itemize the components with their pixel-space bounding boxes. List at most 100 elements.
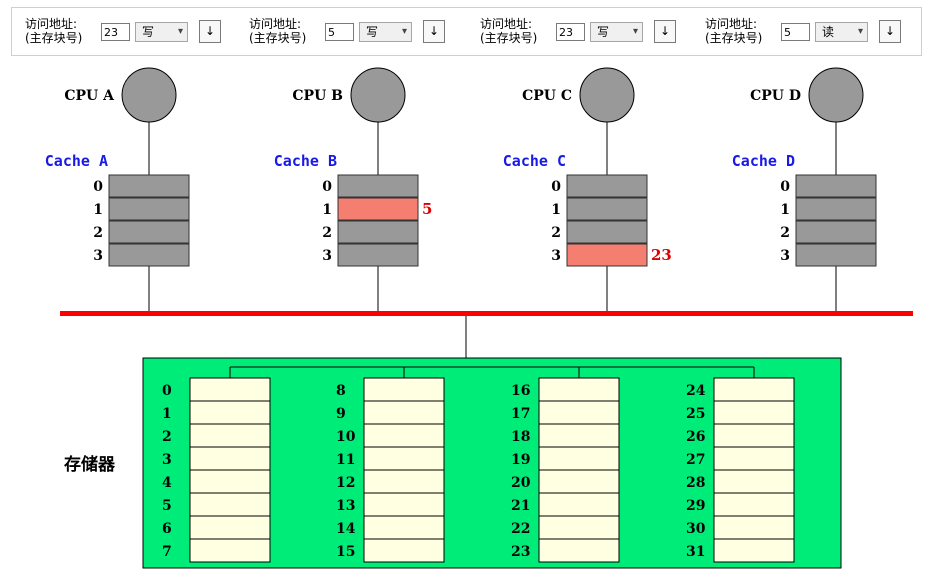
cache-line — [795, 243, 877, 267]
memory-block — [363, 423, 445, 448]
cache-line — [337, 174, 419, 198]
cache-line-number: 3 — [322, 248, 332, 264]
memory-block-number: 26 — [686, 429, 705, 445]
processor-d: CPU D Cache D 0 1 2 3 — [732, 67, 877, 311]
toolbar: 访问地址: (主存块号) 写 ▾ ↓ 访问地址: (主存块号) 写 ▾ ↓ 访问… — [11, 7, 922, 56]
memory-block — [363, 400, 445, 425]
cpu-circle — [808, 67, 864, 123]
chevron-down-icon: ▾ — [401, 26, 407, 37]
cache-line — [795, 174, 877, 198]
memory-block — [713, 446, 795, 471]
cache-line — [795, 220, 877, 244]
execute-button[interactable]: ↓ — [423, 20, 445, 43]
memory-block — [189, 423, 271, 448]
execute-button[interactable]: ↓ — [879, 20, 901, 43]
memory-block-number: 6 — [162, 521, 172, 537]
memory-block-number: 9 — [336, 406, 346, 422]
system-bus — [60, 311, 913, 316]
memory-block-number: 4 — [162, 475, 172, 491]
memory-block-number: 25 — [686, 406, 705, 422]
memory-block — [538, 446, 620, 471]
memory-block-number: 17 — [511, 406, 530, 422]
memory-block — [363, 492, 445, 517]
memory-bank: 8 9 10 11 12 13 14 15 — [336, 367, 445, 563]
memory-block-number: 1 — [162, 406, 172, 422]
processor-b: CPU B Cache B 0 1 5 2 3 — [274, 67, 432, 311]
execute-button[interactable]: ↓ — [654, 20, 676, 43]
memory-bank: 0 1 2 3 4 5 6 7 — [162, 367, 271, 563]
cpu-label: CPU B — [292, 88, 343, 104]
memory-block-number: 16 — [511, 383, 530, 399]
memory-block-number: 24 — [686, 383, 706, 399]
memory-block-number: 13 — [336, 498, 355, 514]
cache-line-number: 3 — [551, 248, 561, 264]
address-input[interactable] — [556, 23, 585, 41]
memory-block — [189, 446, 271, 471]
address-label: 访问地址: (主存块号) — [480, 17, 538, 45]
cache-line-number: 3 — [780, 248, 790, 264]
address-label: 访问地址: (主存块号) — [25, 17, 83, 45]
cache-line-number: 1 — [93, 202, 103, 218]
memory-block — [538, 515, 620, 540]
cpu-label: CPU A — [64, 88, 115, 104]
cache-label: Cache A — [45, 152, 108, 170]
operation-select[interactable]: 写 ▾ — [359, 22, 412, 42]
address-label: 访问地址: (主存块号) — [705, 17, 763, 45]
memory-block — [363, 515, 445, 540]
memory-block — [713, 492, 795, 517]
memory-block — [363, 377, 445, 402]
cache-line — [108, 174, 190, 198]
cache-line — [337, 220, 419, 244]
cache-line-value: 23 — [651, 246, 672, 264]
cache-line — [795, 197, 877, 221]
cache-line-number: 0 — [780, 179, 790, 195]
memory-block-number: 20 — [511, 475, 531, 491]
memory-block — [713, 469, 795, 494]
memory-block — [713, 400, 795, 425]
memory-block — [538, 377, 620, 402]
memory-block-number: 12 — [336, 475, 355, 491]
memory-block — [713, 538, 795, 563]
memory-block-number: 18 — [511, 429, 530, 445]
cache-line-number: 0 — [93, 179, 103, 195]
memory-block-number: 11 — [336, 452, 355, 468]
cpu-label: CPU D — [750, 88, 801, 104]
memory-block-number: 22 — [511, 521, 530, 537]
execute-button[interactable]: ↓ — [199, 20, 221, 43]
cpu-label: CPU C — [522, 88, 572, 104]
address-label: 访问地址: (主存块号) — [249, 17, 307, 45]
memory-block-number: 0 — [162, 383, 172, 399]
cache-label: Cache C — [503, 152, 566, 170]
memory-block — [189, 515, 271, 540]
cache-line — [337, 197, 419, 221]
memory-block-number: 31 — [686, 544, 705, 560]
cache-line — [108, 220, 190, 244]
memory-block-number: 7 — [162, 544, 172, 560]
operation-select[interactable]: 读 ▾ — [815, 22, 868, 42]
memory-block — [713, 515, 795, 540]
cache-label: Cache B — [274, 152, 337, 170]
cpu-circle — [121, 67, 177, 123]
memory-block — [538, 469, 620, 494]
operation-select[interactable]: 写 ▾ — [590, 22, 643, 42]
memory-block-number: 3 — [162, 452, 172, 468]
memory-block — [538, 423, 620, 448]
cache-line — [566, 220, 648, 244]
memory-block-number: 10 — [336, 429, 356, 445]
address-input[interactable] — [101, 23, 130, 41]
memory-block — [189, 469, 271, 494]
address-input[interactable] — [325, 23, 354, 41]
operation-select[interactable]: 写 ▾ — [135, 22, 188, 42]
cache-line-number: 2 — [551, 225, 561, 241]
memory-block — [713, 423, 795, 448]
memory-block-number: 8 — [336, 383, 346, 399]
address-input[interactable] — [781, 23, 810, 41]
cache-line — [566, 243, 648, 267]
memory-block — [363, 538, 445, 563]
chevron-down-icon: ▾ — [857, 26, 863, 37]
cache-line — [108, 197, 190, 221]
cache-line-number: 0 — [322, 179, 332, 195]
cache-line-number: 2 — [322, 225, 332, 241]
